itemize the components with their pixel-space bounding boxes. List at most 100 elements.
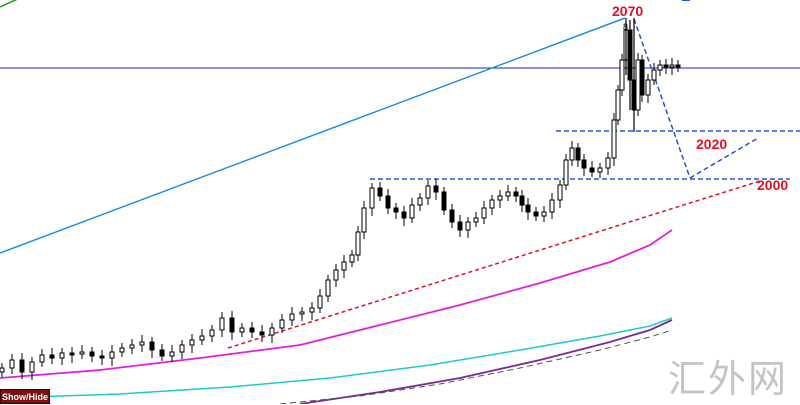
candle-body <box>519 195 525 206</box>
peak-marker: 8 <box>623 22 628 32</box>
candle-body <box>299 311 305 315</box>
candle-body <box>525 204 531 213</box>
candlestick <box>605 152 611 175</box>
candle-body <box>481 207 487 219</box>
candle-body <box>149 341 155 351</box>
candle-body <box>219 317 225 331</box>
candlestick <box>239 323 245 337</box>
candle-body <box>557 184 563 201</box>
candlestick <box>385 189 391 214</box>
candle-body <box>229 317 235 333</box>
candle-body <box>563 159 569 186</box>
candlestick <box>149 337 155 358</box>
candle-body <box>59 352 65 359</box>
candlestick <box>29 357 35 380</box>
candle-body <box>569 147 575 161</box>
candlestick <box>259 325 265 342</box>
candle-body <box>605 157 611 169</box>
candle-body <box>119 347 125 353</box>
candle-body <box>179 344 185 353</box>
candlestick <box>497 190 503 208</box>
candlestick <box>59 348 65 365</box>
level-label-2070: 2070 <box>612 3 643 19</box>
candle-body <box>401 211 407 219</box>
candle-body <box>433 185 439 193</box>
candlestick <box>575 143 581 167</box>
candlestick <box>99 350 105 365</box>
candlestick <box>417 193 423 211</box>
candle-body <box>549 199 555 213</box>
candlestick <box>317 289 323 313</box>
candle-body <box>597 167 603 173</box>
candle-body <box>333 269 339 281</box>
candlestick <box>645 74 651 103</box>
candle-body <box>19 359 25 373</box>
candlestick <box>179 340 185 359</box>
green-line-fragment <box>0 0 18 8</box>
candle-body <box>441 191 447 211</box>
candlestick <box>533 207 539 221</box>
candlestick <box>481 201 487 224</box>
projection-down-line <box>633 18 691 179</box>
trend-lines <box>0 0 800 349</box>
candle-body <box>635 59 641 111</box>
candlestick <box>249 322 255 338</box>
candle-body <box>615 89 621 121</box>
candle-body <box>139 341 145 346</box>
candlestick <box>505 185 511 201</box>
candle-body <box>651 69 657 81</box>
candle-body <box>369 187 375 209</box>
candlestick <box>525 198 531 220</box>
candle-body <box>9 359 15 369</box>
candle-body <box>669 64 675 68</box>
projection-up-line <box>689 137 759 179</box>
candle-body <box>409 204 415 219</box>
channel-line <box>0 17 626 254</box>
candle-body <box>79 351 85 355</box>
candle-body <box>425 185 431 199</box>
candlestick <box>269 323 275 343</box>
candlestick <box>229 311 235 340</box>
candlestick <box>289 307 295 326</box>
show-hide-button[interactable]: Show/Hide <box>0 389 50 404</box>
candle-body <box>675 64 681 68</box>
candle-body <box>533 211 539 217</box>
candle-body <box>657 64 663 71</box>
candle-body <box>349 254 355 263</box>
candle-body <box>39 354 45 363</box>
candle-body <box>0 367 5 373</box>
candlestick <box>9 354 15 374</box>
candlestick <box>325 275 331 302</box>
candle-body <box>49 354 55 359</box>
candlestick <box>581 154 587 176</box>
level-label-2000: 2000 <box>757 177 788 193</box>
candlestick <box>19 353 25 379</box>
candle-body <box>309 307 315 313</box>
candle-body <box>341 261 347 271</box>
candle-body <box>249 327 255 333</box>
candlestick <box>449 204 455 228</box>
candle-body <box>279 319 285 329</box>
candle-body <box>589 167 595 173</box>
candlestick <box>489 195 495 215</box>
candlestick <box>409 198 415 223</box>
watermark: 汇外网 <box>668 357 789 401</box>
candlestick <box>441 187 447 215</box>
candlestick <box>615 85 621 125</box>
candle-body <box>317 295 323 309</box>
candlestick <box>563 154 569 190</box>
candlestick <box>309 302 315 320</box>
candle-body <box>209 329 215 337</box>
candlestick <box>433 179 439 200</box>
ma-dashed <box>279 329 673 404</box>
candle-body <box>619 59 625 91</box>
candlestick <box>597 163 603 178</box>
candle-body <box>639 59 645 96</box>
candle-body <box>581 159 587 169</box>
candlestick <box>519 190 525 212</box>
candle-body <box>575 147 581 161</box>
candlestick <box>611 113 617 166</box>
candlestick <box>675 60 681 72</box>
candle-body <box>239 327 245 333</box>
